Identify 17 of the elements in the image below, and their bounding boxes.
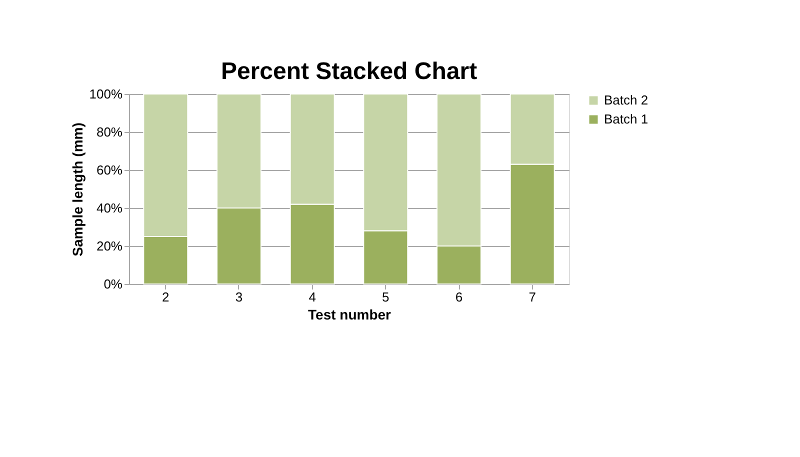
y-tick-label: 100% [89, 86, 123, 102]
y-axis-title: Sample length (mm) [69, 122, 86, 256]
y-tick-label: 40% [96, 200, 123, 216]
y-tick-label: 60% [96, 162, 123, 178]
y-tick-label: 0% [104, 276, 123, 292]
chart-title: Percent Stacked Chart [220, 58, 478, 85]
x-tick-label: 5 [382, 290, 390, 304]
legend-label: Batch 2 [604, 92, 648, 108]
x-tick-label: 7 [528, 290, 536, 304]
y-tick-label: 20% [96, 238, 123, 254]
x-axis-title: Test number [308, 306, 392, 322]
x-tick-label: 2 [162, 290, 170, 304]
x-tick-label: 6 [455, 290, 463, 304]
x-tick-label: 3 [235, 290, 243, 304]
x-tick-label: 4 [308, 290, 316, 304]
y-tick-label: 80% [96, 124, 123, 140]
legend-label: Batch 1 [604, 112, 648, 126]
